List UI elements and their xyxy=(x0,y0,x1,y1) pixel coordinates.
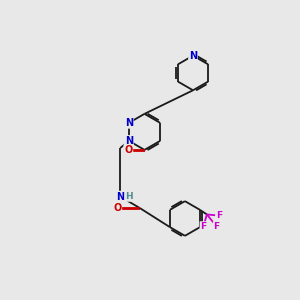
Text: N: N xyxy=(125,136,133,146)
Text: F: F xyxy=(216,211,222,220)
Text: N: N xyxy=(189,51,197,61)
Text: F: F xyxy=(214,222,220,231)
Text: O: O xyxy=(124,145,133,155)
Text: F: F xyxy=(200,222,206,231)
Text: O: O xyxy=(113,203,122,213)
Text: N: N xyxy=(125,118,133,128)
Text: H: H xyxy=(125,192,133,201)
Text: N: N xyxy=(116,191,124,202)
